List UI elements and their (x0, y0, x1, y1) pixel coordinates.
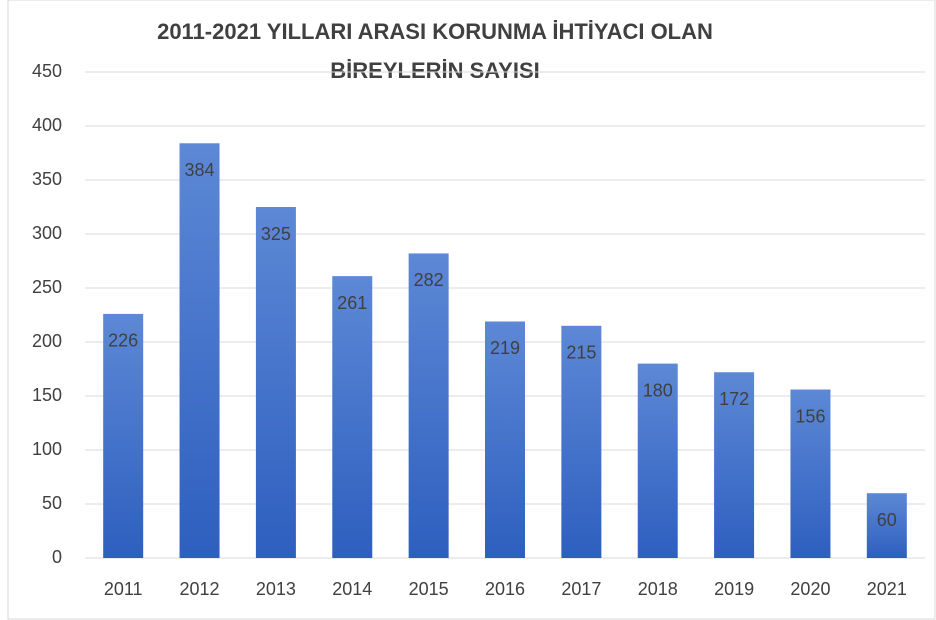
x-tick-label: 2012 (180, 579, 220, 599)
x-tick-label: 2017 (561, 579, 601, 599)
bar (714, 372, 755, 558)
bar (866, 493, 907, 558)
data-label: 215 (566, 343, 596, 363)
chart-title: BİREYLERİN SAYISI (330, 58, 539, 83)
y-tick-label: 100 (32, 439, 62, 459)
y-tick-label: 450 (32, 61, 62, 81)
bar (790, 389, 831, 558)
bar (255, 207, 296, 558)
y-tick-label: 50 (42, 493, 62, 513)
y-tick-label: 200 (32, 331, 62, 351)
bar (485, 321, 525, 558)
data-label: 384 (185, 160, 215, 180)
bar (103, 313, 144, 558)
data-label: 60 (877, 510, 897, 530)
data-label: 156 (795, 406, 825, 426)
x-tick-label: 2014 (332, 579, 372, 599)
x-tick-label: 2021 (867, 579, 907, 599)
data-label: 180 (643, 380, 673, 400)
bar (179, 143, 220, 558)
data-label: 261 (337, 293, 367, 313)
bar (332, 276, 373, 558)
x-tick-label: 2011 (104, 579, 143, 599)
y-tick-label: 0 (52, 547, 62, 567)
x-tick-label: 2018 (638, 579, 678, 599)
data-label: 172 (719, 389, 749, 409)
x-tick-label: 2020 (790, 579, 830, 599)
x-tick-label: 2013 (256, 579, 296, 599)
x-tick-label: 2019 (714, 579, 754, 599)
y-tick-label: 250 (32, 277, 62, 297)
data-label: 325 (261, 224, 291, 244)
chart-border (7, 0, 936, 620)
y-tick-label: 400 (32, 115, 62, 135)
y-tick-label: 350 (32, 169, 62, 189)
data-label: 226 (108, 331, 138, 351)
data-label: 219 (490, 338, 520, 358)
chart-title: 2011-2021 YILLARI ARASI KORUNMA İHTİYACI… (157, 19, 713, 44)
y-tick-label: 300 (32, 223, 62, 243)
y-tick-label: 150 (32, 385, 62, 405)
data-label: 282 (414, 270, 444, 290)
bar (561, 325, 602, 558)
bar (408, 253, 449, 558)
bar (637, 363, 678, 558)
x-tick-label: 2015 (409, 579, 449, 599)
x-tick-label: 2016 (485, 579, 525, 599)
